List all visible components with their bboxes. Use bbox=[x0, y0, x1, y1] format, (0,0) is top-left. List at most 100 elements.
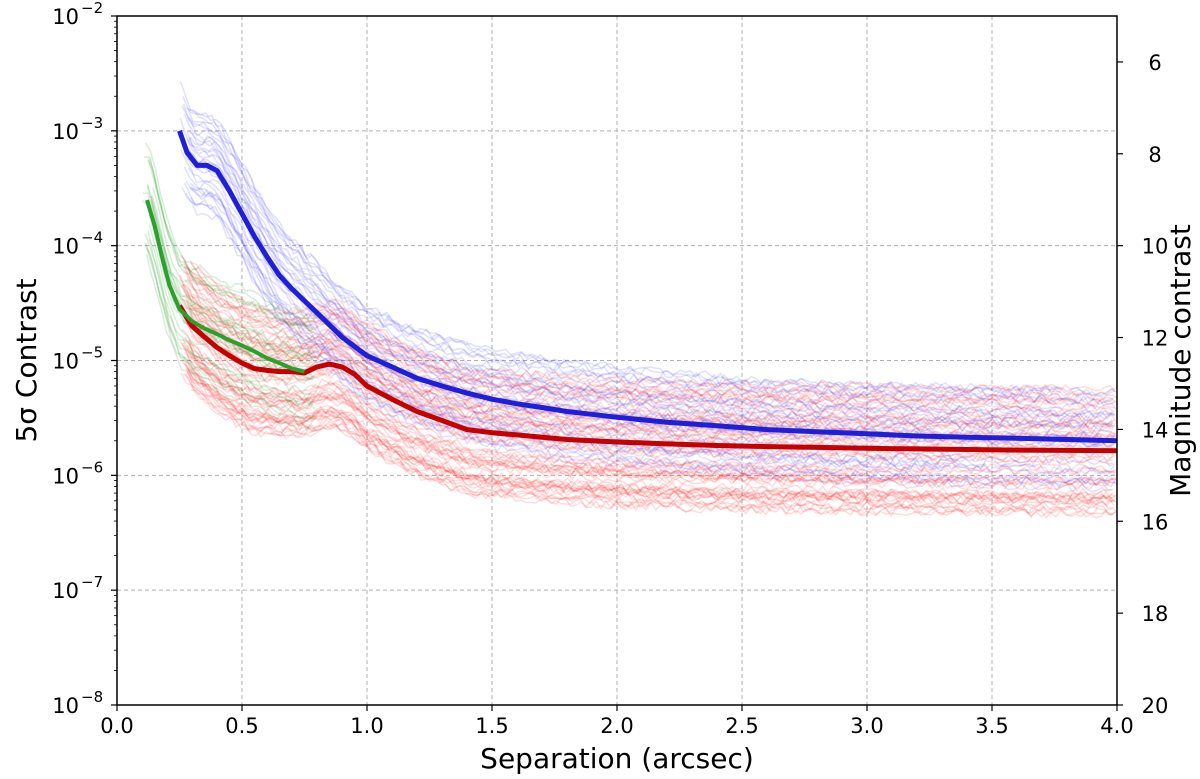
individual-curve bbox=[145, 247, 208, 377]
individual-curve bbox=[182, 314, 1114, 464]
individual-curve bbox=[186, 367, 1113, 504]
individual-curve bbox=[189, 341, 1116, 476]
individual-curve bbox=[149, 157, 316, 325]
y-tick-exponent: −8 bbox=[81, 688, 103, 706]
y-tick-label: 10 bbox=[52, 120, 79, 144]
right-axis-label: Magnitude contrast bbox=[1164, 224, 1197, 497]
individual-curve bbox=[181, 359, 1118, 508]
individual-curve bbox=[181, 298, 1114, 446]
individual-curve bbox=[147, 159, 314, 330]
individual-curve bbox=[180, 285, 877, 434]
x-tick-label: 0.0 bbox=[100, 714, 133, 738]
individual-curve bbox=[150, 200, 317, 359]
x-tick-label: 4.0 bbox=[1100, 714, 1133, 738]
individual-curve bbox=[182, 319, 1114, 465]
individual-curve bbox=[190, 350, 1117, 486]
individual-curve bbox=[143, 156, 315, 331]
y-tick-label: 10 bbox=[52, 350, 79, 374]
individual-curve bbox=[144, 142, 316, 320]
individual-curve bbox=[188, 276, 1115, 414]
individual-curve bbox=[187, 339, 820, 475]
individual-curve bbox=[190, 335, 1117, 465]
individual-curve bbox=[189, 129, 1116, 420]
y-tick-exponent: −7 bbox=[81, 573, 103, 591]
individual-curve bbox=[179, 304, 1116, 453]
median-curves bbox=[145, 129, 1118, 454]
individual-curve bbox=[191, 296, 1118, 424]
individual-curve bbox=[185, 370, 1117, 513]
y-tick-exponent: −2 bbox=[81, 0, 103, 17]
individual-curve bbox=[144, 233, 316, 412]
individual-curve bbox=[191, 261, 1062, 393]
right-tick-label: 16 bbox=[1142, 510, 1169, 534]
individual-curve bbox=[182, 142, 1114, 448]
y-tick-exponent: −5 bbox=[81, 344, 103, 362]
y-tick-label: 10 bbox=[52, 235, 79, 259]
individual-curve bbox=[181, 342, 1113, 492]
individual-curve bbox=[191, 372, 1117, 503]
median-curve-green-median bbox=[145, 199, 305, 374]
x-axis-label: Separation (arcsec) bbox=[480, 742, 754, 775]
right-axis-ticks: 6 8 10 12 14 16 18 20 bbox=[1117, 51, 1168, 718]
individual-curve bbox=[187, 359, 1113, 499]
individual-curve bbox=[185, 181, 1117, 477]
individual-curve bbox=[184, 266, 1116, 410]
individual-curve bbox=[185, 152, 1118, 448]
grid bbox=[117, 16, 1117, 705]
median-curve-blue-median bbox=[177, 129, 1118, 444]
individual-curve bbox=[151, 195, 317, 353]
individual-curve bbox=[179, 254, 1116, 404]
individual-curve bbox=[181, 284, 1113, 430]
individual-curve bbox=[184, 372, 1046, 516]
individual-curve bbox=[189, 259, 1116, 394]
x-tick-label: 1.0 bbox=[350, 714, 383, 738]
individual-curve bbox=[147, 230, 314, 407]
x-axis-ticks: 0.0 0.5 1.0 1.5 2.0 2.5 3.0 3.5 4.0 bbox=[100, 705, 1134, 738]
x-tick-label: 0.5 bbox=[225, 714, 258, 738]
individual-curve bbox=[186, 132, 1113, 430]
individual-curve bbox=[185, 367, 1117, 507]
x-tick-label: 2.0 bbox=[600, 714, 633, 738]
individual-curve bbox=[186, 345, 1117, 487]
individual-curve bbox=[179, 81, 1061, 395]
individual-curve bbox=[188, 137, 1115, 432]
individual-curve bbox=[182, 283, 1113, 426]
y-tick-exponent: −3 bbox=[81, 114, 103, 132]
individual-curve bbox=[180, 372, 1117, 520]
individual-curves bbox=[141, 81, 1118, 520]
individual-curve bbox=[147, 160, 314, 332]
individual-curve bbox=[148, 239, 315, 406]
individual-curve bbox=[183, 113, 1115, 418]
individual-curve bbox=[187, 368, 1115, 507]
individual-curve bbox=[187, 371, 1114, 512]
right-tick-label: 8 bbox=[1148, 143, 1161, 167]
individual-curve bbox=[181, 255, 1118, 402]
individual-curve bbox=[152, 187, 314, 343]
individual-curve bbox=[184, 336, 871, 480]
individual-curve bbox=[181, 186, 1108, 493]
individual-curve bbox=[146, 183, 313, 360]
x-tick-label: 3.5 bbox=[975, 714, 1008, 738]
individual-curve bbox=[186, 289, 818, 429]
individual-curve bbox=[182, 96, 1114, 404]
individual-curve bbox=[181, 105, 1118, 412]
individual-curve bbox=[182, 362, 909, 504]
individual-curve bbox=[186, 348, 887, 484]
individual-curve bbox=[186, 106, 1117, 397]
y-tick-exponent: −4 bbox=[81, 229, 103, 247]
y-tick-label: 10 bbox=[52, 464, 79, 488]
individual-curve bbox=[188, 117, 1114, 406]
individual-curve bbox=[188, 339, 1115, 476]
individual-curve bbox=[183, 342, 960, 486]
individual-curve bbox=[150, 195, 316, 358]
individual-curve bbox=[185, 192, 1117, 488]
individual-curve bbox=[187, 130, 1114, 421]
individual-curve bbox=[178, 274, 1116, 428]
right-tick-label: 12 bbox=[1142, 327, 1169, 351]
individual-curve bbox=[182, 265, 1114, 408]
individual-curve bbox=[188, 108, 1115, 399]
individual-curve bbox=[181, 328, 1118, 474]
individual-curve bbox=[190, 367, 1117, 500]
individual-curve bbox=[179, 308, 1116, 461]
